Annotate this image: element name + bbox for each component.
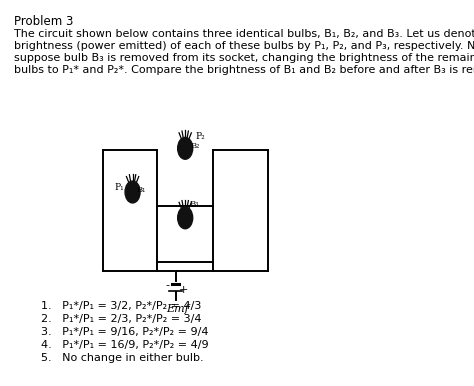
Text: Emf: Emf — [166, 304, 189, 314]
Text: B₂: B₂ — [190, 142, 200, 150]
Text: bulbs to P₁* and P₂*. Compare the brightness of B₁ and B₂ before and after B₃ is: bulbs to P₁* and P₂*. Compare the bright… — [14, 65, 474, 75]
Circle shape — [178, 207, 193, 229]
Text: 3.   P₁*/P₁ = 9/16, P₂*/P₂ = 9/4: 3. P₁*/P₁ = 9/16, P₂*/P₂ = 9/4 — [41, 327, 209, 337]
Text: B₃: B₃ — [190, 200, 199, 208]
Text: suppose bulb B₃ is removed from its socket, changing the brightness of the remai: suppose bulb B₃ is removed from its sock… — [14, 53, 474, 63]
Text: 2.   P₁*/P₁ = 2/3, P₂*/P₂ = 3/4: 2. P₁*/P₁ = 2/3, P₂*/P₂ = 3/4 — [41, 314, 201, 324]
Text: +: + — [179, 285, 189, 295]
Text: 1.   P₁*/P₁ = 3/2, P₂*/P₂ = 4/3: 1. P₁*/P₁ = 3/2, P₂*/P₂ = 4/3 — [41, 301, 201, 311]
Text: P₂: P₂ — [195, 132, 205, 141]
Text: brightness (power emitted) of each of these bulbs by P₁, P₂, and P₃, respectivel: brightness (power emitted) of each of th… — [14, 41, 474, 51]
Circle shape — [178, 137, 193, 159]
Text: 5.   No change in either bulb.: 5. No change in either bulb. — [41, 353, 204, 363]
Text: B₁: B₁ — [137, 186, 146, 194]
Text: -: - — [165, 280, 169, 290]
Text: The circuit shown below contains three identical bulbs, B₁, B₂, and B₃. Let us d: The circuit shown below contains three i… — [14, 29, 474, 39]
Text: 4.   P₁*/P₁ = 16/9, P₂*/P₂ = 4/9: 4. P₁*/P₁ = 16/9, P₂*/P₂ = 4/9 — [41, 340, 209, 350]
Text: P₁: P₁ — [114, 183, 124, 191]
Circle shape — [125, 181, 140, 203]
Text: Problem 3: Problem 3 — [14, 15, 73, 28]
